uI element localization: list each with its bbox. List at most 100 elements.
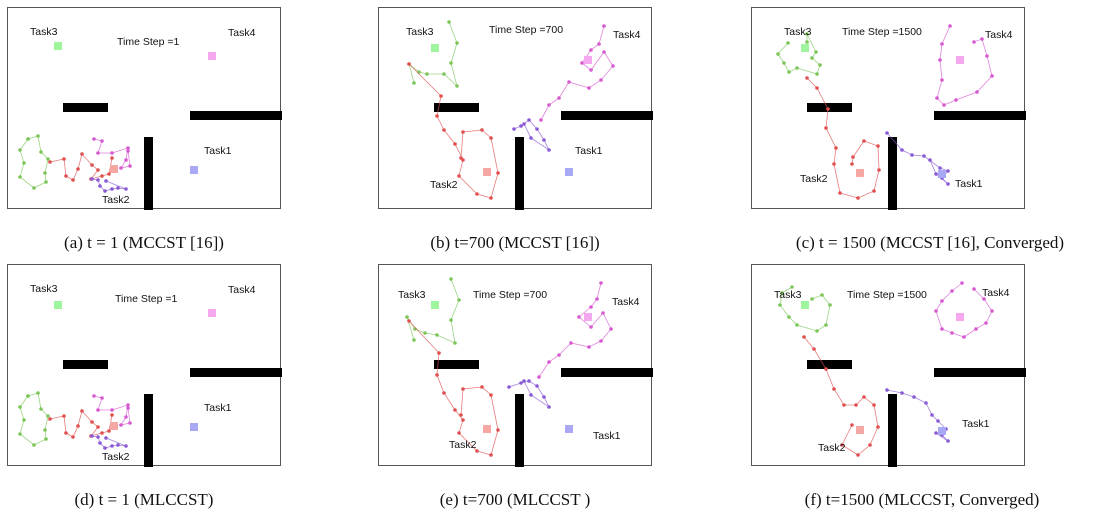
task3-node bbox=[810, 56, 814, 60]
task2-node bbox=[407, 319, 411, 323]
task3-node bbox=[824, 323, 828, 327]
caption: (a) t = 1 (MCCST [16]) bbox=[64, 233, 224, 252]
task4-node bbox=[110, 151, 114, 155]
task2-target bbox=[110, 165, 118, 173]
environment-map: Task1 Task2 Task3 Task4 Time Step =1500 bbox=[774, 281, 1026, 467]
environment-map: Task1 Task2 Task3 Task4 Time Step =700 bbox=[398, 277, 653, 467]
caption: (f) t=1500 (MLCCST, Converged) bbox=[804, 490, 1040, 509]
task2-node bbox=[854, 403, 858, 407]
task1-node bbox=[946, 182, 950, 186]
task4-node bbox=[974, 327, 978, 331]
task3-node bbox=[32, 443, 36, 447]
task2-node bbox=[826, 107, 830, 111]
task3-node bbox=[36, 391, 40, 395]
task2-node bbox=[80, 409, 84, 413]
task2-node bbox=[435, 114, 439, 118]
task2-node bbox=[832, 387, 836, 391]
task4-node bbox=[950, 289, 954, 293]
task1-node bbox=[527, 118, 531, 122]
task4-node bbox=[940, 299, 944, 303]
task3-node bbox=[805, 32, 809, 36]
task4-node bbox=[128, 421, 132, 425]
task1-node bbox=[103, 189, 107, 193]
task3-node bbox=[795, 66, 799, 70]
task4-node bbox=[601, 311, 605, 315]
task4-node bbox=[940, 327, 944, 331]
task3-node bbox=[43, 171, 47, 175]
task4-node bbox=[587, 345, 591, 349]
task3-label: Task3 bbox=[30, 283, 58, 295]
task3-node bbox=[449, 277, 453, 281]
task2-label: Task2 bbox=[800, 173, 828, 185]
task3-node bbox=[795, 323, 799, 327]
task3-node bbox=[828, 303, 832, 307]
obstacle bbox=[144, 394, 153, 467]
task4-node bbox=[537, 375, 541, 379]
task4-node bbox=[547, 103, 551, 107]
task3-node bbox=[776, 52, 780, 56]
task2-node bbox=[435, 373, 439, 377]
task1-node bbox=[90, 177, 94, 181]
task3-node bbox=[787, 70, 791, 74]
task3-node bbox=[790, 285, 794, 289]
task4-node bbox=[589, 68, 593, 72]
task1-node bbox=[104, 179, 108, 183]
task4-node bbox=[972, 40, 976, 44]
task4-node bbox=[580, 61, 584, 65]
task2-label: Task2 bbox=[449, 439, 477, 451]
task4-node bbox=[557, 353, 561, 357]
task1-node bbox=[936, 419, 940, 423]
task1-node bbox=[522, 379, 526, 383]
task4-target bbox=[584, 313, 592, 321]
task1-node bbox=[96, 435, 100, 439]
task2-node bbox=[480, 385, 484, 389]
task4-node bbox=[599, 78, 603, 82]
task4-node bbox=[940, 42, 944, 46]
task2-label: Task2 bbox=[818, 442, 846, 454]
task1-node bbox=[900, 391, 904, 395]
task4-label: Task4 bbox=[982, 287, 1010, 299]
task4-node bbox=[948, 24, 952, 28]
task4-node bbox=[96, 408, 100, 412]
task2-node bbox=[48, 160, 52, 164]
obstacle bbox=[434, 103, 479, 112]
task2-node bbox=[877, 168, 881, 172]
task1-node bbox=[519, 381, 523, 385]
caption: (e) t=700 (MLCCST ) bbox=[439, 490, 591, 509]
task3-node bbox=[39, 407, 43, 411]
task2-target bbox=[483, 168, 491, 176]
task1-label: Task1 bbox=[575, 145, 603, 157]
obstacle bbox=[888, 394, 897, 467]
task2-node bbox=[107, 429, 111, 433]
task3-node bbox=[818, 63, 822, 67]
task2-node bbox=[489, 393, 493, 397]
task2-node bbox=[76, 424, 80, 428]
task4-node bbox=[126, 406, 130, 410]
task1-node bbox=[529, 136, 533, 140]
task4-node bbox=[124, 158, 128, 162]
task4-node bbox=[609, 327, 613, 331]
task2-node bbox=[437, 351, 441, 355]
task2-node bbox=[107, 172, 111, 176]
task4-node bbox=[611, 64, 615, 68]
task1-node bbox=[507, 385, 511, 389]
environment-map: Task1 Task2 Task3 Task4 Time Step =1 bbox=[18, 26, 282, 210]
task2-node bbox=[832, 162, 836, 166]
obstacle bbox=[515, 137, 524, 210]
task3-node bbox=[425, 72, 429, 76]
task1-label: Task1 bbox=[955, 178, 983, 190]
obstacle bbox=[807, 360, 852, 369]
task4-node bbox=[587, 86, 591, 90]
task2-node bbox=[439, 94, 443, 98]
task3-node bbox=[18, 432, 22, 436]
task1-node bbox=[542, 138, 546, 142]
task1-node bbox=[930, 413, 934, 417]
task2-node bbox=[71, 178, 75, 182]
task4-node bbox=[950, 331, 954, 335]
task2-node bbox=[812, 347, 816, 351]
task4-node bbox=[934, 309, 938, 313]
task2-node bbox=[856, 453, 860, 457]
task3-node bbox=[786, 41, 790, 45]
task2-node bbox=[850, 423, 854, 427]
task3-node bbox=[412, 81, 416, 85]
